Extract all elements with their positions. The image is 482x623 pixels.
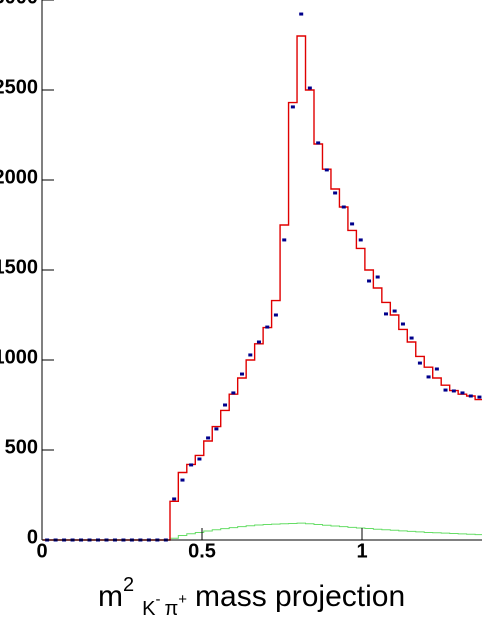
data-point — [180, 478, 185, 482]
data-point — [375, 275, 380, 279]
data-point — [290, 105, 295, 109]
x-tick-label: 1 — [356, 540, 367, 562]
data-point — [350, 222, 355, 226]
data-point — [223, 403, 228, 407]
data-point — [316, 141, 321, 145]
data-point — [189, 463, 194, 467]
data-point — [443, 388, 448, 392]
y-tick-label: 3000 — [0, 0, 38, 8]
data-point — [426, 375, 431, 379]
data-point — [265, 325, 270, 329]
data-point — [341, 205, 346, 209]
data-point — [392, 309, 397, 313]
y-tick-label: 2500 — [0, 76, 38, 98]
data-point — [240, 372, 244, 376]
x-label-sub-sup: - — [155, 591, 160, 608]
data-point — [231, 391, 236, 395]
y-tick-label: 2000 — [0, 166, 38, 188]
data-point — [214, 427, 219, 431]
data-point — [197, 457, 202, 461]
y-tick-label: 1500 — [0, 256, 38, 278]
data-point — [468, 394, 473, 398]
data-point — [400, 322, 405, 326]
x-axis-label: m2K-π+ mass projection — [98, 574, 405, 620]
data-point — [358, 238, 363, 242]
data-point — [248, 353, 253, 357]
data-point — [172, 497, 177, 501]
data-point — [409, 336, 414, 340]
data-point — [206, 436, 211, 440]
data-point — [451, 389, 456, 393]
x-label-sub-sup: + — [178, 591, 187, 608]
data-point — [333, 191, 338, 195]
fit-histogram — [42, 35, 482, 541]
data-point — [324, 168, 329, 172]
data-point — [384, 312, 388, 316]
data-point — [417, 361, 422, 365]
data-point — [282, 238, 287, 242]
data-point — [367, 279, 372, 283]
data-point — [434, 367, 439, 371]
y-tick-label: 1000 — [0, 346, 38, 368]
x-label-text: mass projection — [195, 580, 405, 613]
data-point — [299, 12, 304, 16]
data-point — [477, 395, 482, 399]
x-label-sub: π — [164, 598, 178, 620]
data-point — [307, 86, 312, 90]
x-tick-label: 0.5 — [188, 540, 216, 562]
x-label-sub: K — [142, 598, 156, 620]
data-point — [256, 340, 261, 344]
data-point — [460, 391, 465, 395]
x-label-base: m — [98, 580, 123, 613]
data-point — [273, 313, 278, 317]
background-curve — [42, 522, 482, 541]
y-tick-label: 0 — [27, 526, 38, 548]
x-tick-label: 0 — [36, 540, 47, 562]
y-tick-label: 500 — [5, 436, 38, 458]
x-label-sup: 2 — [123, 574, 134, 596]
